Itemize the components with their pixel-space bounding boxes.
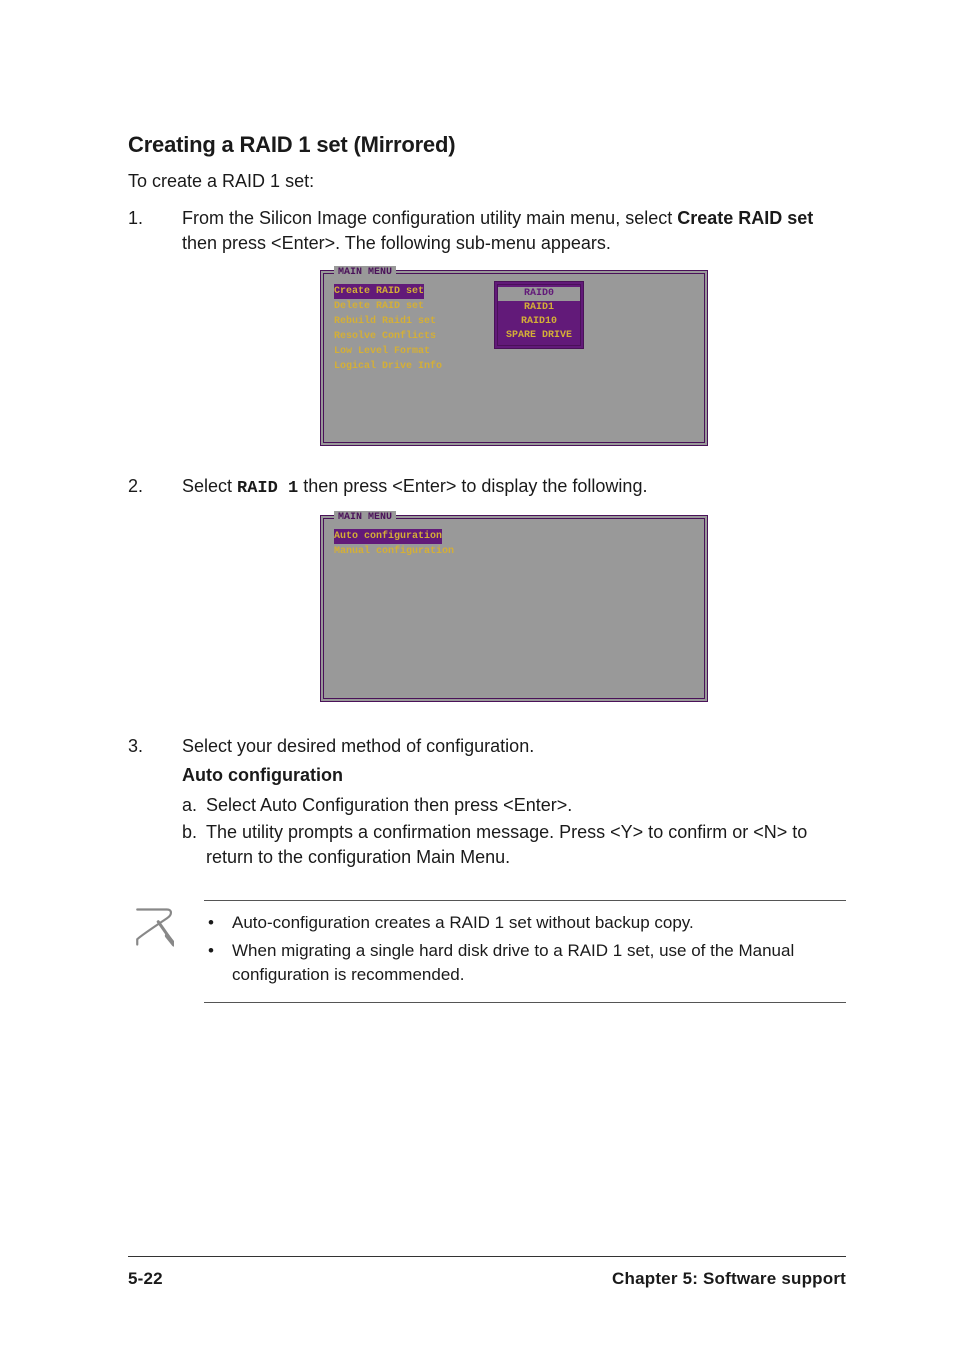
step-2-post: then press <Enter> to display the follow… — [298, 476, 647, 496]
menu-title-2: MAIN MENU — [334, 511, 396, 525]
step-text: Select RAID 1 then press <Enter> to disp… — [182, 474, 846, 720]
main-menu-window-2: MAIN MENU Auto configuration Manual conf… — [320, 515, 708, 702]
submenu-raid1[interactable]: RAID1 — [506, 301, 572, 315]
step-3-text: Select your desired method of configurat… — [182, 734, 846, 759]
step-2-pre: Select — [182, 476, 237, 496]
step-2: 2. Select RAID 1 then press <Enter> to d… — [128, 474, 846, 720]
section-title: Creating a RAID 1 set (Mirrored) — [128, 130, 846, 161]
raid-submenu: RAID0 RAID1 RAID10 SPARE DRIVE — [494, 281, 584, 349]
step-1: 1. From the Silicon Image configuration … — [128, 206, 846, 460]
step-3: 3. Select your desired method of configu… — [128, 734, 846, 872]
substep-letter: b. — [182, 820, 206, 870]
note-bullet: • Auto-configuration creates a RAID 1 se… — [204, 911, 846, 935]
menu-title: MAIN MENU — [334, 266, 396, 280]
page-number: 5-22 — [128, 1267, 163, 1291]
term-raid-1: RAID 1 — [237, 479, 298, 498]
substep-b: b. The utility prompts a confirmation me… — [182, 820, 846, 870]
step-1-pre: From the Silicon Image configuration uti… — [182, 208, 677, 228]
page-footer: 5-22 Chapter 5: Software support — [128, 1256, 846, 1291]
step-1-post: then press <Enter>. The following sub-me… — [182, 233, 611, 253]
submenu-raid0[interactable]: RAID0 — [498, 287, 580, 301]
note-text: When migrating a single hard disk drive … — [232, 939, 846, 987]
note-icon — [128, 900, 176, 1003]
step-number: 3. — [128, 734, 182, 872]
intro-text: To create a RAID 1 set: — [128, 169, 846, 194]
step-text: Select your desired method of configurat… — [182, 734, 846, 872]
step-number: 2. — [128, 474, 182, 720]
substep-text: The utility prompts a confirmation messa… — [206, 820, 846, 870]
bullet-icon: • — [204, 939, 232, 987]
menu-item-create-raid[interactable]: Create RAID set — [334, 284, 424, 299]
config-menu-list: Auto configuration Manual configuration — [334, 529, 694, 559]
chapter-label: Chapter 5: Software support — [612, 1267, 846, 1291]
menu-item-manual-config[interactable]: Manual configuration — [334, 544, 694, 559]
note-bullet: • When migrating a single hard disk driv… — [204, 939, 846, 987]
substep-text: Select Auto Configuration then press <En… — [206, 793, 846, 818]
menu-item-logical-drive-info[interactable]: Logical Drive Info — [334, 359, 694, 374]
note-text: Auto-configuration creates a RAID 1 set … — [232, 911, 846, 935]
auto-config-heading: Auto configuration — [182, 763, 846, 788]
submenu-raid10[interactable]: RAID10 — [506, 315, 572, 329]
substep-a: a. Select Auto Configuration then press … — [182, 793, 846, 818]
note-body: • Auto-configuration creates a RAID 1 se… — [204, 900, 846, 1003]
substep-letter: a. — [182, 793, 206, 818]
step-number: 1. — [128, 206, 182, 460]
note-block: • Auto-configuration creates a RAID 1 se… — [128, 900, 846, 1003]
submenu-spare-drive[interactable]: SPARE DRIVE — [506, 329, 572, 343]
term-create-raid-set: Create RAID set — [677, 208, 813, 228]
menu-item-auto-config[interactable]: Auto configuration — [334, 529, 442, 544]
bullet-icon: • — [204, 911, 232, 935]
main-menu-window: MAIN MENU Create RAID set Delete RAID se… — [320, 270, 708, 446]
step-text: From the Silicon Image configuration uti… — [182, 206, 846, 460]
